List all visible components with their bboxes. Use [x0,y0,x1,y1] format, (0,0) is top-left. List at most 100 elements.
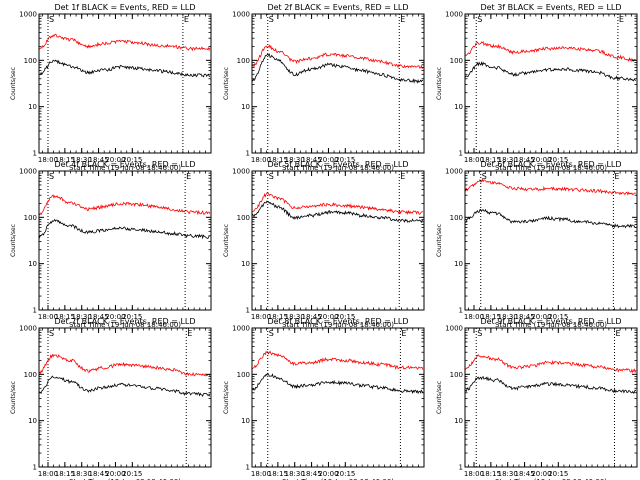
series-line-lld [465,354,637,374]
x-tick-label: 18:45 [88,313,108,321]
y-tick-label: 10 [454,417,463,425]
y-tick-label: 100 [450,57,463,65]
x-tick-label: 20:15 [548,313,568,321]
series-line-lld [39,194,211,216]
plot-frame [251,327,425,468]
series-line-events [252,200,424,224]
x-tick-label: 18:30 [72,313,92,321]
y-tick-label: 10 [28,417,37,425]
x-tick-label: 20:00 [531,156,551,164]
x-tick-label: 18:00 [464,470,484,478]
x-tick-label: 20:15 [122,470,142,478]
x-tick-label: 20:00 [531,470,551,478]
y-tick-label: 1000 [232,168,250,176]
y-tick-label: 100 [24,214,37,222]
marker-label-e: E [400,15,405,24]
x-tick-label: 18:15 [481,313,501,321]
y-tick-label: 1000 [232,11,250,19]
x-tick-label: 18:00 [464,156,484,164]
series-line-events [465,61,637,82]
x-tick-label: 18:15 [268,470,288,478]
x-tick-label: 18:45 [88,470,108,478]
x-axis-label: Start Time (19-Jun-08 18:46:00) [495,321,607,329]
y-tick-label: 1 [33,150,37,158]
series-line-events [465,375,637,394]
series-line-lld [252,350,424,371]
x-tick-label: 20:00 [105,156,125,164]
y-axis-label: Counts/sec [10,67,17,100]
panel-5: Det 5f BLACK = Events, RED = LLD S E 1 10 100… [223,160,425,329]
x-tick-label: 18:00 [38,156,58,164]
panel-2: Det 2f BLACK = Events, RED = LLD S E 1 10 100… [223,3,425,172]
y-axis-label: Counts/sec [436,381,443,414]
series-line-lld [465,178,637,196]
x-tick-label: 20:00 [105,470,125,478]
x-tick-label: 18:00 [38,470,58,478]
panel-6: Det 6f BLACK = Events, RED = LLD S E 1 10 100… [436,160,638,329]
marker-label-s: S [49,329,54,338]
x-tick-label: 20:00 [318,156,338,164]
x-tick-label: 18:15 [268,156,288,164]
y-tick-label: 1000 [19,325,37,333]
x-tick-label: 18:30 [72,156,92,164]
x-tick-label: 18:00 [38,313,58,321]
x-tick-label: 18:15 [55,470,75,478]
plot-frame [464,327,638,468]
panel-title: Det 8f BLACK = Events, RED = LLD [267,317,408,326]
series-line-events [39,375,211,397]
marker-label-e: E [187,329,192,338]
x-tick-label: 18:45 [301,313,321,321]
x-tick-label: 20:00 [318,313,338,321]
x-tick-label: 18:45 [514,313,534,321]
x-tick-label: 18:15 [55,156,75,164]
x-tick-label: 18:30 [285,156,305,164]
x-axis-label: Start Time (19-Jun-08 18:46:00) [69,164,181,172]
y-tick-label: 100 [24,57,37,65]
panel-8: Det 8f BLACK = Events, RED = LLD S E 1 10 100… [223,317,425,480]
y-tick-label: 10 [241,417,250,425]
y-tick-label: 1000 [445,11,463,19]
x-tick-label: 20:00 [105,313,125,321]
y-tick-label: 1 [459,150,463,158]
panel-title: Det 2f BLACK = Events, RED = LLD [267,3,408,12]
y-tick-label: 100 [237,57,250,65]
x-tick-label: 18:45 [514,470,534,478]
y-tick-label: 1000 [19,168,37,176]
marker-label-s: S [477,329,482,338]
marker-label-e: E [184,15,189,24]
y-tick-label: 1 [246,307,250,315]
marker-label-e: E [186,172,191,181]
x-tick-label: 20:15 [548,470,568,478]
y-axis-label: Counts/sec [223,67,230,100]
panel-title: Det 7f BLACK = Events, RED = LLD [54,317,195,326]
series-line-lld [465,41,637,63]
series-line-lld [252,192,424,216]
plot-frame [251,170,425,311]
marker-label-s: S [477,15,482,24]
x-tick-label: 18:45 [301,470,321,478]
y-tick-label: 100 [24,371,37,379]
plot-frame [38,170,212,311]
series-line-lld [39,353,211,377]
y-tick-label: 10 [241,260,250,268]
y-tick-label: 10 [28,103,37,111]
y-tick-label: 10 [241,103,250,111]
x-tick-label: 18:45 [301,156,321,164]
panel-3: Det 3f BLACK = Events, RED = LLD S E 1 10 100… [436,3,638,172]
x-tick-label: 20:15 [548,156,568,164]
panel-title: Det 1f BLACK = Events, RED = LLD [54,3,195,12]
x-tick-label: 20:00 [531,313,551,321]
y-tick-label: 1 [459,464,463,472]
x-tick-label: 20:15 [335,156,355,164]
y-axis-label: Counts/sec [436,224,443,257]
x-axis-label: Start Time (19-Jun-08 18:46:00) [495,164,607,172]
series-line-events [39,218,210,240]
x-tick-label: 18:15 [55,313,75,321]
series-line-events [39,59,211,78]
y-tick-label: 10 [28,260,37,268]
x-tick-label: 18:45 [88,156,108,164]
marker-label-e: E [614,172,619,181]
y-tick-label: 100 [450,214,463,222]
marker-label-e: E [619,15,624,24]
